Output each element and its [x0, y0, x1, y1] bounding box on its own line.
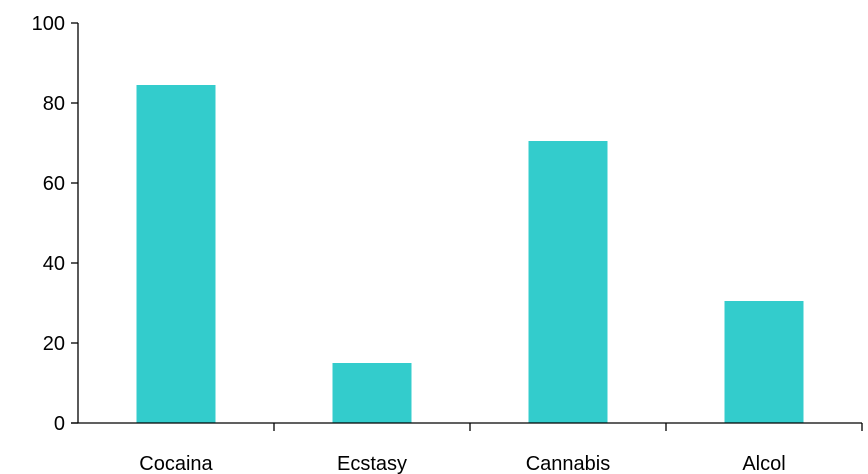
bar-cocaina [136, 85, 216, 423]
x-axis-tick-labels: Cocaina Ecstasy Cannabis Alcol [139, 453, 785, 474]
y-tick-label: 60 [43, 173, 65, 195]
bars-group [136, 85, 804, 423]
x-axis-ticks [273, 423, 863, 431]
y-tick-label: 100 [32, 13, 65, 35]
y-tick-label: 80 [43, 93, 65, 115]
y-tick-label: 40 [43, 253, 65, 275]
y-tick-label: 0 [54, 413, 65, 435]
bar-cannabis [528, 141, 608, 423]
x-tick-label: Alcol [742, 453, 785, 474]
y-axis-tick-labels: 0 20 40 60 80 100 [32, 13, 65, 435]
bar-alcol [724, 301, 804, 423]
x-tick-label: Ecstasy [337, 453, 407, 474]
x-tick-label: Cannabis [526, 453, 611, 474]
y-axis-ticks [71, 22, 78, 424]
x-tick-label: Cocaina [139, 453, 213, 474]
bar-ecstasy [332, 363, 412, 423]
y-tick-label: 20 [43, 333, 65, 355]
